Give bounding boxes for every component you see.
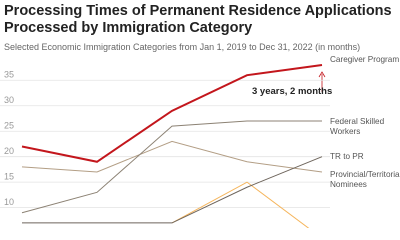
- series-line: [21, 64, 323, 163]
- series-line: [22, 156, 323, 224]
- y-tick-label: 15: [4, 172, 14, 182]
- annotation-arrowhead: [318, 71, 326, 78]
- legend-label: Federal Skilled Workers: [330, 117, 385, 136]
- chart: 10 15 20 25 30 35: [0, 64, 330, 228]
- y-tick-label: 20: [4, 146, 14, 156]
- legend-label: Caregiver Program: [330, 55, 400, 64]
- chart-subtitle: Selected Economic Immigration Categories…: [4, 42, 361, 52]
- grid: 10 15 20 25 30 35: [0, 70, 330, 209]
- legend-label: Provincial/Territorial Nominees: [330, 170, 400, 189]
- series-line: [171, 181, 310, 228]
- plot-area: [21, 64, 323, 228]
- series-line: [21, 120, 322, 214]
- y-tick-label: 35: [4, 70, 14, 80]
- y-tick-label: 30: [4, 95, 14, 105]
- legend-label: TR to PR: [330, 152, 364, 161]
- chart-title: Processing Times of Permanent Residence …: [4, 3, 392, 36]
- y-tick-label: 10: [4, 197, 14, 207]
- page: Processing Times of Permanent Residence …: [0, 3, 400, 228]
- y-tick-label: 25: [4, 121, 14, 131]
- series-line: [21, 140, 323, 173]
- annotation: 3 years, 2 months: [252, 86, 333, 97]
